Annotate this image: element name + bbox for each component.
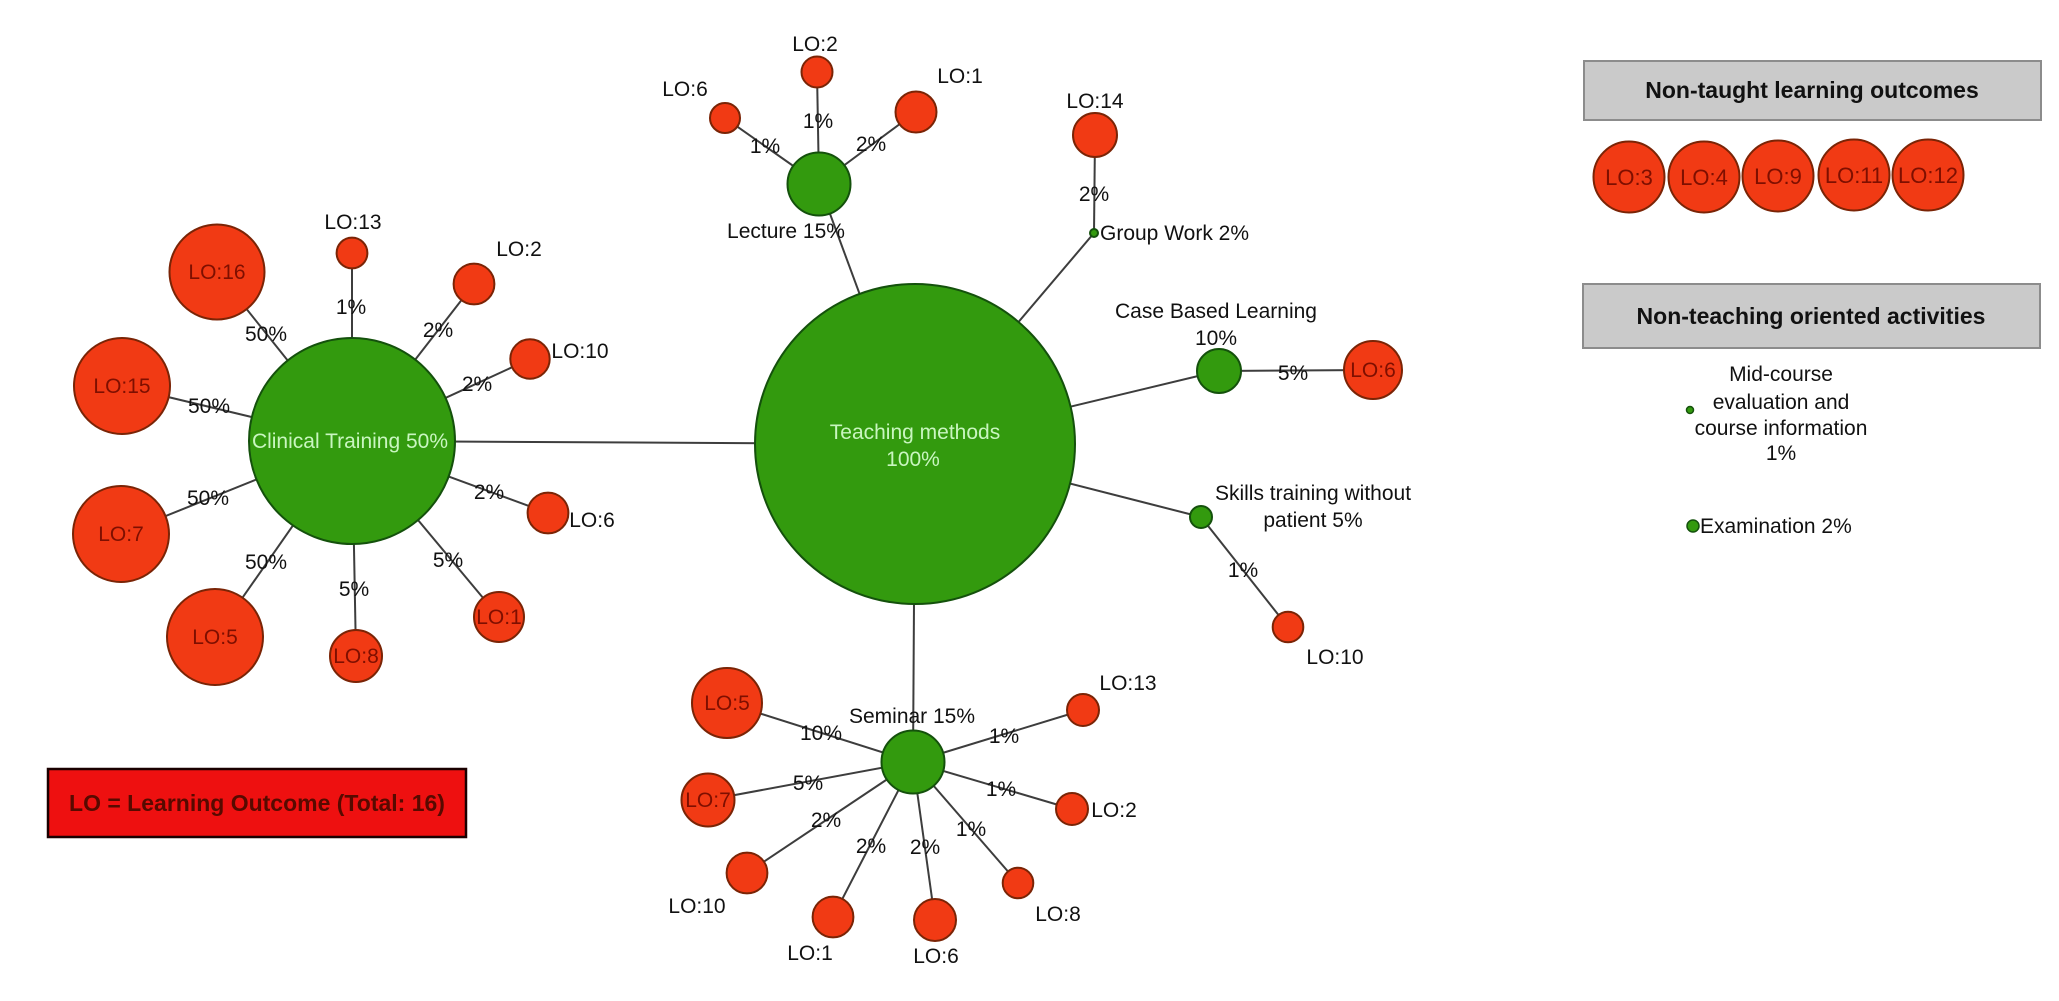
svg-text:LO:6: LO:6 bbox=[662, 78, 708, 101]
svg-text:course information: course information bbox=[1695, 417, 1868, 440]
svg-text:Group Work 2%: Group Work 2% bbox=[1100, 222, 1249, 245]
svg-text:Mid-course: Mid-course bbox=[1729, 363, 1833, 386]
svg-text:LO:1: LO:1 bbox=[937, 65, 983, 88]
svg-text:Clinical Training 50%: Clinical Training 50% bbox=[252, 430, 448, 453]
svg-text:5%: 5% bbox=[433, 549, 463, 572]
svg-text:1%: 1% bbox=[956, 818, 986, 841]
svg-text:LO:2: LO:2 bbox=[792, 33, 838, 56]
svg-text:LO:11: LO:11 bbox=[1825, 163, 1883, 188]
svg-text:LO:13: LO:13 bbox=[324, 211, 381, 234]
svg-text:2%: 2% bbox=[811, 809, 841, 832]
svg-text:patient 5%: patient 5% bbox=[1263, 509, 1362, 532]
svg-text:LO:6: LO:6 bbox=[1350, 359, 1396, 382]
svg-text:LO:7: LO:7 bbox=[98, 523, 144, 546]
svg-text:LO:7: LO:7 bbox=[685, 789, 731, 812]
svg-text:5%: 5% bbox=[1278, 362, 1308, 385]
svg-text:LO:3: LO:3 bbox=[1605, 165, 1653, 190]
svg-text:LO:4: LO:4 bbox=[1680, 165, 1728, 190]
svg-text:1%: 1% bbox=[336, 296, 366, 319]
svg-text:Seminar 15%: Seminar 15% bbox=[849, 705, 975, 728]
svg-text:LO:6: LO:6 bbox=[569, 509, 615, 532]
svg-text:2%: 2% bbox=[1079, 183, 1109, 206]
svg-text:LO:9: LO:9 bbox=[1754, 164, 1802, 189]
svg-text:LO:15: LO:15 bbox=[93, 375, 150, 398]
svg-text:50%: 50% bbox=[187, 487, 229, 510]
svg-text:LO:1: LO:1 bbox=[787, 942, 833, 965]
svg-text:LO:10: LO:10 bbox=[1306, 646, 1363, 669]
svg-text:5%: 5% bbox=[339, 578, 369, 601]
svg-text:10%: 10% bbox=[800, 722, 842, 745]
svg-text:2%: 2% bbox=[856, 835, 886, 858]
svg-text:LO:14: LO:14 bbox=[1066, 90, 1124, 113]
svg-text:LO:2: LO:2 bbox=[496, 238, 542, 261]
svg-text:1%: 1% bbox=[803, 110, 833, 133]
svg-text:LO:6: LO:6 bbox=[913, 945, 959, 968]
svg-text:LO = Learning Outcome (Total:: LO = Learning Outcome (Total: 16) bbox=[69, 790, 445, 816]
svg-text:Non-taught learning outcomes: Non-taught learning outcomes bbox=[1645, 77, 1979, 103]
svg-text:2%: 2% bbox=[423, 319, 453, 342]
svg-text:1%: 1% bbox=[1766, 442, 1796, 465]
svg-text:Case Based Learning: Case Based Learning bbox=[1115, 300, 1317, 323]
svg-text:LO:13: LO:13 bbox=[1099, 672, 1156, 695]
svg-text:10%: 10% bbox=[1195, 327, 1237, 350]
svg-text:LO:8: LO:8 bbox=[1035, 903, 1081, 926]
svg-text:Examination 2%: Examination 2% bbox=[1700, 515, 1852, 538]
svg-text:100%: 100% bbox=[886, 448, 940, 471]
svg-text:2%: 2% bbox=[462, 373, 492, 396]
svg-text:50%: 50% bbox=[188, 395, 230, 418]
svg-text:Teaching methods: Teaching methods bbox=[830, 421, 1000, 444]
svg-text:Skills training without: Skills training without bbox=[1215, 482, 1411, 505]
svg-text:1%: 1% bbox=[989, 725, 1019, 748]
svg-text:2%: 2% bbox=[474, 481, 504, 504]
svg-text:LO:10: LO:10 bbox=[551, 340, 608, 363]
svg-text:LO:16: LO:16 bbox=[188, 261, 245, 284]
svg-text:50%: 50% bbox=[245, 323, 287, 346]
svg-text:2%: 2% bbox=[910, 836, 940, 859]
svg-text:Non-teaching oriented activiti: Non-teaching oriented activities bbox=[1637, 303, 1986, 329]
svg-text:50%: 50% bbox=[245, 551, 287, 574]
svg-text:1%: 1% bbox=[750, 135, 780, 158]
svg-text:Lecture 15%: Lecture 15% bbox=[727, 220, 845, 243]
svg-text:2%: 2% bbox=[856, 133, 886, 156]
svg-text:evaluation and: evaluation and bbox=[1713, 391, 1850, 414]
svg-text:LO:1: LO:1 bbox=[476, 606, 522, 629]
svg-text:LO:5: LO:5 bbox=[704, 692, 750, 715]
svg-text:1%: 1% bbox=[986, 778, 1016, 801]
svg-text:LO:2: LO:2 bbox=[1091, 799, 1137, 822]
svg-text:LO:10: LO:10 bbox=[668, 895, 725, 918]
svg-text:5%: 5% bbox=[793, 772, 823, 795]
svg-text:LO:8: LO:8 bbox=[333, 645, 379, 668]
svg-text:1%: 1% bbox=[1228, 559, 1258, 582]
svg-text:LO:12: LO:12 bbox=[1898, 163, 1958, 188]
svg-text:LO:5: LO:5 bbox=[192, 626, 238, 649]
